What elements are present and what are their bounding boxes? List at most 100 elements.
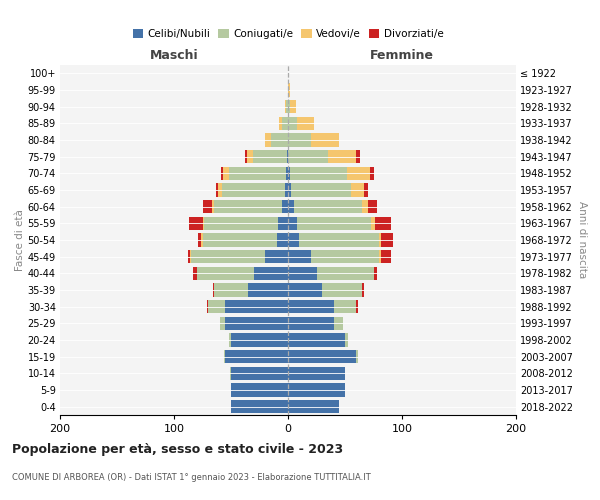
Bar — [277, 234, 288, 246]
Bar — [356, 350, 358, 364]
Bar — [288, 334, 345, 346]
Bar — [197, 266, 254, 280]
Bar — [350, 184, 364, 196]
Bar — [229, 166, 286, 180]
Bar — [288, 150, 328, 164]
Bar — [231, 400, 288, 413]
Bar — [224, 350, 226, 364]
Bar — [288, 250, 311, 264]
Bar — [317, 266, 373, 280]
Bar — [208, 300, 226, 314]
Bar — [374, 216, 391, 230]
Bar — [214, 200, 283, 213]
Bar — [370, 166, 374, 180]
Bar — [278, 216, 288, 230]
Bar — [203, 234, 277, 246]
Bar — [288, 384, 345, 396]
Bar — [362, 284, 364, 296]
Y-axis label: Anni di nascita: Anni di nascita — [577, 202, 587, 278]
Bar — [222, 184, 284, 196]
Bar — [271, 134, 288, 146]
Bar — [203, 200, 212, 213]
Bar — [286, 100, 288, 114]
Bar — [345, 334, 349, 346]
Bar — [247, 150, 253, 164]
Bar — [334, 300, 356, 314]
Text: COMUNE DI ARBOREA (OR) - Dati ISTAT 1° gennaio 2023 - Elaborazione TUTTITALIA.IT: COMUNE DI ARBOREA (OR) - Dati ISTAT 1° g… — [12, 472, 371, 482]
Bar — [288, 166, 290, 180]
Bar — [290, 100, 296, 114]
Bar — [212, 200, 214, 213]
Bar — [223, 166, 229, 180]
Legend: Celibi/Nubili, Coniugati/e, Vedovi/e, Divorziati/e: Celibi/Nubili, Coniugati/e, Vedovi/e, Di… — [128, 24, 448, 43]
Bar — [221, 166, 223, 180]
Bar — [265, 250, 288, 264]
Bar — [288, 266, 317, 280]
Bar — [288, 184, 292, 196]
Bar — [382, 250, 391, 264]
Bar — [288, 300, 334, 314]
Bar — [290, 166, 347, 180]
Bar — [382, 234, 393, 246]
Bar — [230, 366, 231, 380]
Bar — [356, 150, 360, 164]
Bar — [288, 100, 290, 114]
Bar — [297, 216, 371, 230]
Bar — [288, 284, 322, 296]
Bar — [193, 266, 197, 280]
Bar — [198, 234, 202, 246]
Text: Maschi: Maschi — [149, 48, 199, 62]
Bar — [288, 234, 299, 246]
Bar — [288, 366, 345, 380]
Bar — [287, 150, 288, 164]
Bar — [288, 134, 311, 146]
Bar — [379, 234, 382, 246]
Bar — [218, 184, 222, 196]
Bar — [364, 184, 368, 196]
Text: Popolazione per età, sesso e stato civile - 2023: Popolazione per età, sesso e stato civil… — [12, 442, 343, 456]
Bar — [265, 134, 271, 146]
Bar — [202, 234, 203, 246]
Bar — [189, 216, 203, 230]
Bar — [191, 250, 265, 264]
Bar — [283, 200, 288, 213]
Bar — [203, 216, 278, 230]
Bar — [188, 250, 190, 264]
Bar — [231, 334, 288, 346]
Bar — [379, 250, 382, 264]
Bar — [254, 266, 288, 280]
Bar — [231, 366, 288, 380]
Bar — [299, 234, 379, 246]
Bar — [288, 400, 340, 413]
Bar — [347, 166, 370, 180]
Bar — [288, 116, 297, 130]
Bar — [288, 200, 294, 213]
Text: Femmine: Femmine — [370, 48, 434, 62]
Bar — [213, 284, 214, 296]
Bar — [231, 384, 288, 396]
Bar — [279, 116, 283, 130]
Bar — [334, 316, 343, 330]
Bar — [328, 150, 356, 164]
Bar — [283, 116, 288, 130]
Bar — [288, 84, 290, 96]
Bar — [253, 150, 287, 164]
Bar — [214, 284, 248, 296]
Bar — [220, 316, 226, 330]
Bar — [322, 284, 362, 296]
Bar — [292, 184, 351, 196]
Y-axis label: Fasce di età: Fasce di età — [14, 209, 25, 271]
Bar — [297, 116, 314, 130]
Bar — [229, 334, 231, 346]
Bar — [226, 316, 288, 330]
Bar — [368, 200, 377, 213]
Bar — [294, 200, 362, 213]
Bar — [288, 316, 334, 330]
Bar — [216, 184, 218, 196]
Bar — [371, 216, 374, 230]
Bar — [311, 250, 379, 264]
Bar — [288, 350, 356, 364]
Bar — [190, 250, 191, 264]
Bar — [311, 134, 340, 146]
Bar — [284, 184, 288, 196]
